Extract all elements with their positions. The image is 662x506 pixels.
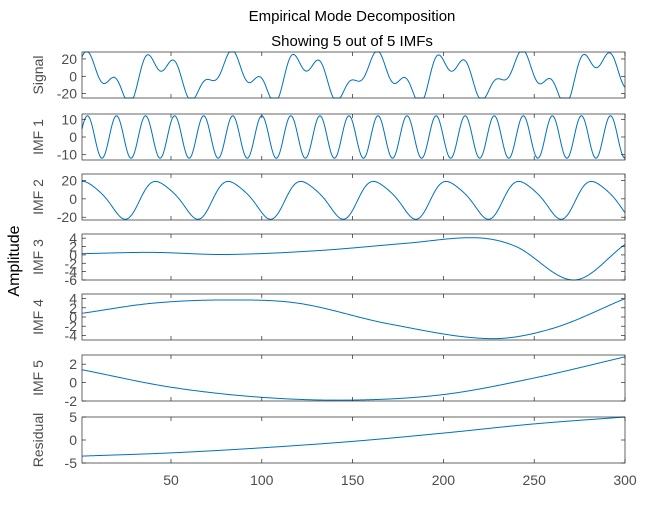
shared-ylabel: Amplitude [6, 225, 23, 296]
panel-ylabel: IMF 2 [30, 179, 46, 215]
y-tick-label: -10 [57, 147, 77, 163]
panel-ylabel: Residual [30, 413, 46, 467]
y-tick-label: 0 [69, 432, 77, 448]
y-tick-label: 0 [69, 129, 77, 145]
y-tick-label: 2 [69, 356, 77, 372]
panel-signal: -20 020 Signal [30, 51, 626, 102]
axes-box [81, 51, 626, 99]
axes-box [81, 173, 626, 221]
y-tick-label: 0 [69, 191, 77, 207]
x-tick-label: 250 [523, 472, 547, 488]
y-tick-label: -2 [65, 255, 78, 271]
y-tick-label: -20 [57, 209, 77, 225]
y-tick-label: 10 [61, 111, 77, 127]
panel-ylabel: IMF 3 [30, 239, 46, 275]
panel-imf-2: -20 0 20 IMF 2 [30, 172, 626, 225]
y-tick-label: -5 [65, 455, 78, 471]
y-tick-label: 4 [69, 230, 77, 246]
axes-box [81, 354, 626, 402]
y-tick-label: -4 [65, 264, 78, 280]
y-tick-label: 0 [69, 68, 77, 84]
x-tick-label: 150 [341, 472, 365, 488]
series-line [81, 115, 626, 159]
series-line [81, 237, 626, 281]
y-tick-label: -6 [65, 272, 78, 288]
y-tick-label: -2 [65, 318, 78, 334]
series-line [81, 416, 626, 457]
y-tick-label: 0 [69, 247, 77, 263]
x-tick-label: 100 [250, 472, 274, 488]
axes-box [81, 416, 626, 464]
series-line [81, 356, 626, 401]
panel-ylabel: Signal [30, 56, 46, 95]
x-tick-label: 200 [432, 472, 456, 488]
chart-title: Empirical Mode Decomposition [249, 8, 456, 25]
y-tick-label: 20 [61, 172, 77, 188]
y-tick-label: 2 [69, 300, 77, 316]
axes-box [81, 293, 626, 341]
series-line [81, 51, 626, 99]
panel-ylabel: IMF 5 [30, 360, 46, 396]
y-tick-label: -20 [57, 86, 77, 102]
series-line [81, 298, 626, 340]
x-tick-label: 50 [163, 472, 179, 488]
y-tick-label: 20 [61, 51, 77, 67]
y-tick-label: 2 [69, 239, 77, 255]
panel-ylabel: IMF 1 [30, 119, 46, 155]
y-tick-label: -4 [65, 327, 78, 343]
y-tick-label: 0 [69, 375, 77, 391]
y-tick-label: 0 [69, 309, 77, 325]
y-tick-label: 5 [69, 409, 77, 425]
x-axis: 50 100 150 200 250 300 [163, 472, 637, 488]
panel-imf-5: -2 0 2 IMF 5 [30, 354, 626, 409]
x-tick-label: 300 [613, 472, 637, 488]
panel-imf-1: -10 0 10 IMF 1 [30, 111, 626, 163]
axes-box [81, 233, 626, 281]
chart-subtitle: Showing 5 out of 5 IMFs [271, 33, 433, 50]
panel-ylabel: IMF 4 [30, 299, 46, 335]
panel-residual: -5 0 5 Residual [30, 409, 626, 471]
y-tick-label: 4 [69, 291, 77, 307]
y-tick-label: -2 [65, 393, 78, 409]
series-line [81, 180, 626, 220]
